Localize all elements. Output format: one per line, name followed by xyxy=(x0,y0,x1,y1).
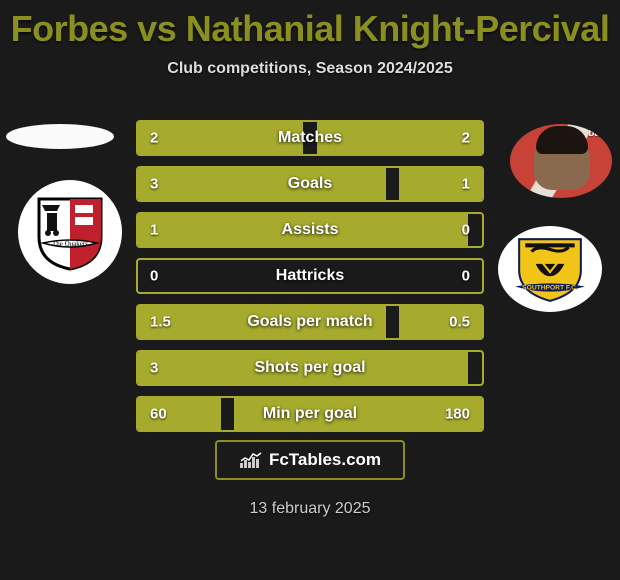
svg-text:The Quakers: The Quakers xyxy=(52,240,88,248)
stat-value-right: 0 xyxy=(462,222,470,239)
photo-hair-shape xyxy=(536,126,588,154)
stat-row: 3 Shots per goal xyxy=(136,350,484,386)
subtitle: Club competitions, Season 2024/2025 xyxy=(0,60,620,78)
stat-value-right: 0 xyxy=(462,268,470,285)
stat-value-left: 1 xyxy=(150,222,158,239)
left-placeholder-oval xyxy=(6,124,114,149)
stat-value-right: 1 xyxy=(462,176,470,193)
stat-value-left: 2 xyxy=(150,130,158,147)
svg-text:SOUTHPORT F.C.: SOUTHPORT F.C. xyxy=(522,285,578,292)
stat-label: Assists xyxy=(282,221,339,239)
stat-bar-left xyxy=(138,168,386,200)
stat-label: Hattricks xyxy=(276,267,344,285)
stat-row: 3 1 Goals xyxy=(136,166,484,202)
right-club-badge: SOUTHPORT F.C. xyxy=(498,226,602,312)
stat-row: 2 2 Matches xyxy=(136,120,484,156)
left-club-badge: The Quakers xyxy=(18,180,122,284)
stat-value-right: 180 xyxy=(445,406,470,423)
stat-label: Goals per match xyxy=(247,313,372,331)
page-title: Forbes vs Nathanial Knight-Percival xyxy=(0,0,620,50)
stat-value-right: 2 xyxy=(462,130,470,147)
photo-bg-text: ban xyxy=(588,128,606,139)
stat-value-left: 3 xyxy=(150,360,158,377)
stat-value-left: 1.5 xyxy=(150,314,171,331)
stat-row: 0 0 Hattricks xyxy=(136,258,484,294)
footer-date: 13 february 2025 xyxy=(250,500,371,518)
stat-row: 60 180 Min per goal xyxy=(136,396,484,432)
stat-label: Goals xyxy=(288,175,332,193)
stat-label: Matches xyxy=(278,129,342,147)
stats-bars: 2 2 Matches 3 1 Goals 1 0 Assists 0 0 Hattricks 1.5 0… xyxy=(136,120,484,442)
right-player-photo: ban xyxy=(510,124,612,198)
stat-label: Shots per goal xyxy=(254,359,365,377)
southport-crest-icon: SOUTHPORT F.C. xyxy=(508,233,592,305)
stat-value-left: 3 xyxy=(150,176,158,193)
stat-value-left: 60 xyxy=(150,406,167,423)
quakers-crest-icon: The Quakers xyxy=(37,193,103,271)
brand-text: FcTables.com xyxy=(269,450,381,470)
stat-row: 1 0 Assists xyxy=(136,212,484,248)
sparkline-icon xyxy=(239,451,263,469)
stat-value-left: 0 xyxy=(150,268,158,285)
brand-badge[interactable]: FcTables.com xyxy=(215,440,405,480)
stat-value-right: 0.5 xyxy=(449,314,470,331)
stat-row: 1.5 0.5 Goals per match xyxy=(136,304,484,340)
stat-label: Min per goal xyxy=(263,405,357,423)
